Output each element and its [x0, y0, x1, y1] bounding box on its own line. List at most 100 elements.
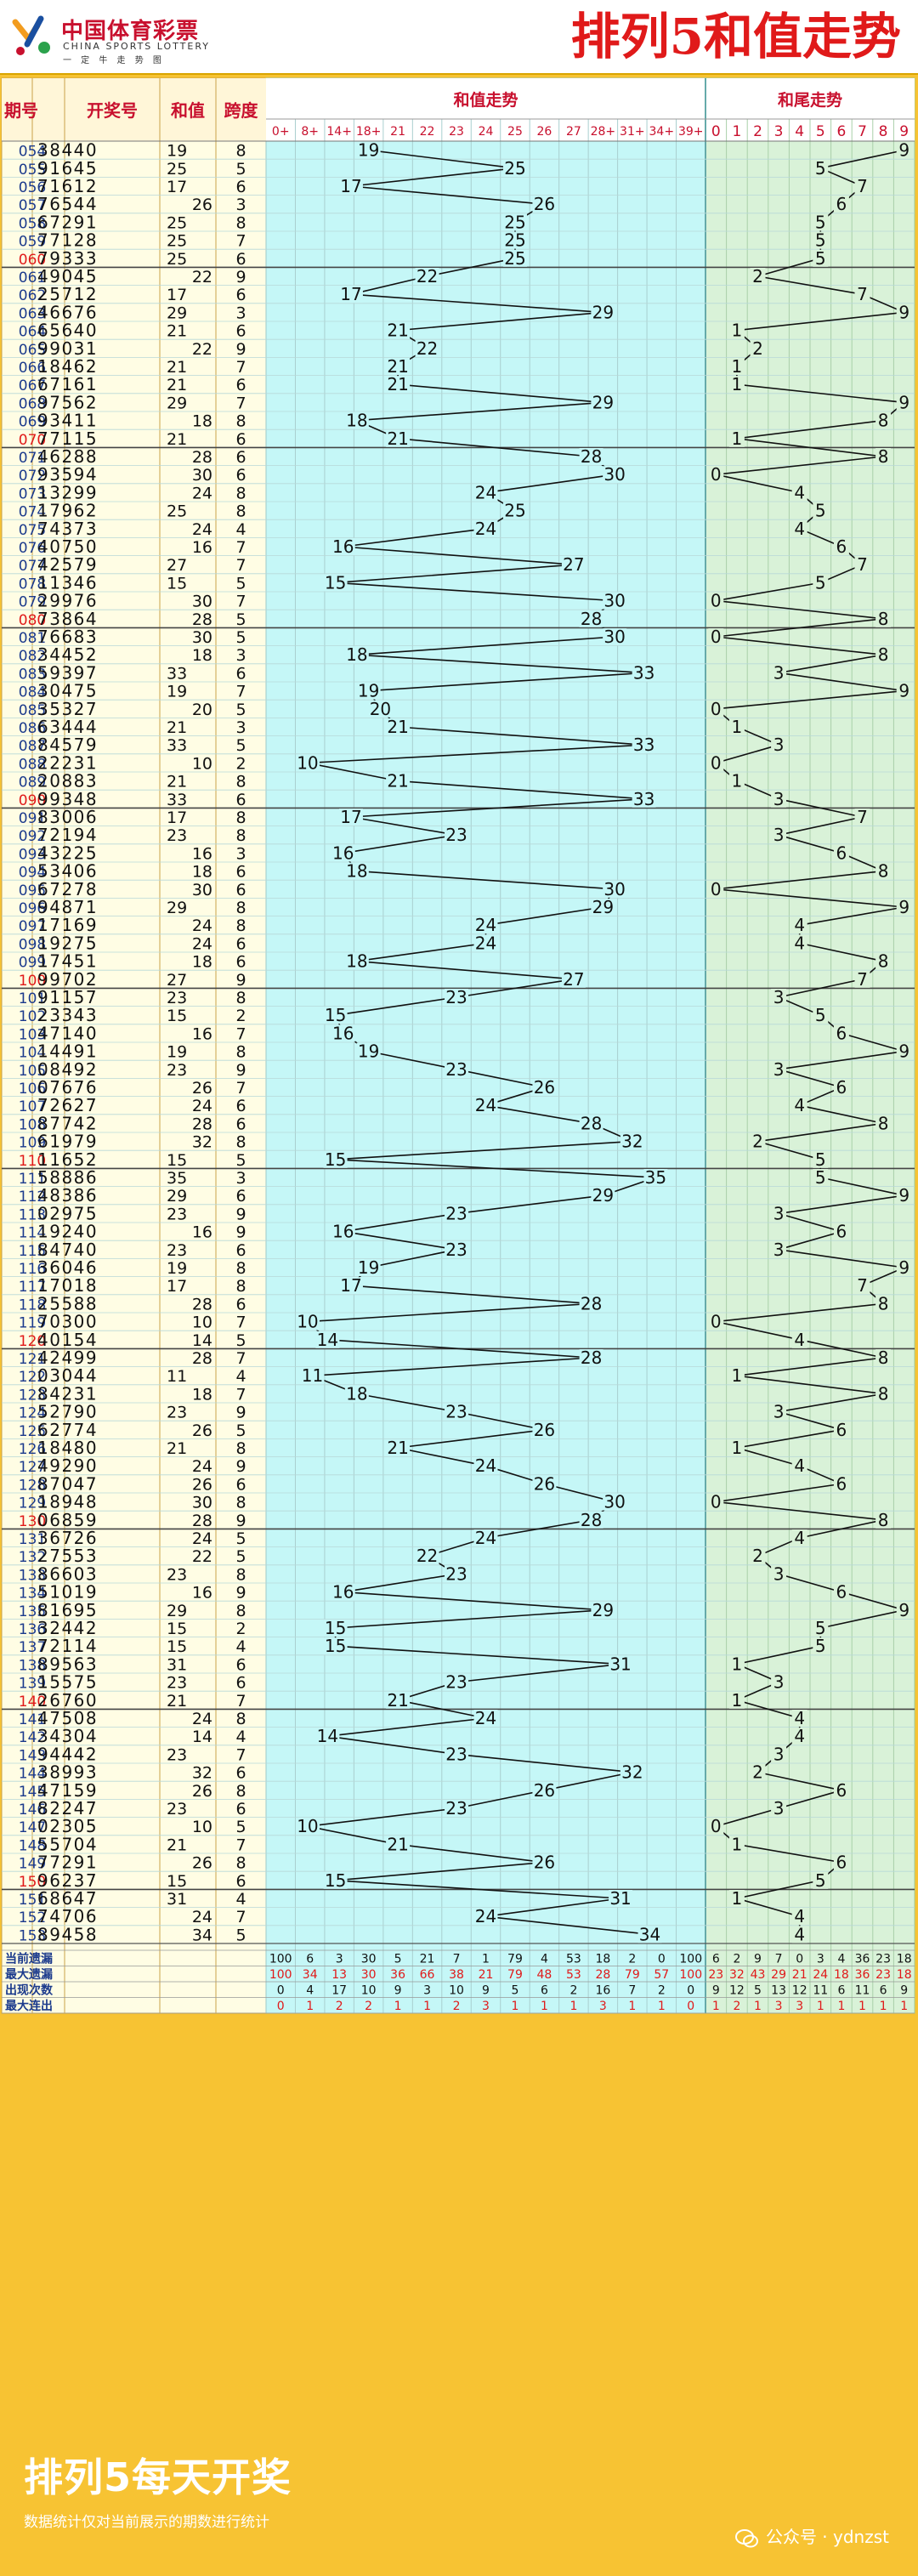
period-cell: 101	[19, 990, 46, 1007]
tail-stat-streak: 1	[712, 2000, 720, 2013]
tail-marker-bg	[854, 1277, 870, 1295]
tail-marker: 3	[774, 1798, 785, 1819]
span-cell: 6	[235, 178, 246, 196]
period-cell: 107	[19, 1098, 46, 1115]
number-cell: 63444	[37, 717, 98, 737]
sum-stat-current: 6	[306, 1953, 314, 1966]
tail-marker: 4	[794, 1095, 805, 1115]
tail-marker: 6	[836, 1023, 847, 1043]
sum-stat-max: 30	[361, 1968, 377, 1982]
sum-marker-bg	[315, 1728, 340, 1745]
sum-marker: 28	[581, 1293, 602, 1314]
tail-marker: 9	[898, 897, 910, 917]
period-cell: 134	[19, 1586, 46, 1603]
number-cell: 19240	[37, 1222, 98, 1242]
sum-marker-bg	[323, 1871, 348, 1889]
sum-marker-bg	[386, 1439, 411, 1456]
span-cell: 8	[235, 213, 246, 232]
sum-marker: 33	[633, 789, 654, 809]
sum-cell: 23	[167, 1241, 187, 1260]
number-cell: 96237	[37, 1870, 98, 1891]
tail-marker: 1	[732, 356, 743, 377]
tail-marker: 9	[898, 1600, 910, 1620]
number-cell: 02975	[37, 1203, 98, 1223]
tail-marker: 8	[878, 411, 889, 431]
tail-stat-max: 43	[751, 1968, 766, 1982]
span-cell: 6	[235, 430, 246, 449]
sum-marker: 24	[475, 933, 496, 953]
stat-label: 当前遗漏	[5, 1952, 53, 1966]
number-cell: 61979	[37, 1132, 98, 1152]
sum-bin-label: 23	[449, 125, 464, 139]
span-cell: 5	[235, 628, 246, 647]
sum-bin-label: 31+	[620, 125, 645, 139]
number-cell: 27553	[37, 1546, 98, 1566]
number-cell: 47140	[37, 1023, 98, 1043]
period-cell: 115	[19, 1243, 46, 1260]
tail-marker-bg	[771, 826, 787, 844]
span-cell: 5	[235, 1926, 246, 1944]
sum-marker-bg	[331, 1223, 355, 1240]
span-cell: 6	[235, 1115, 246, 1133]
tail-marker-bg	[771, 1403, 787, 1421]
span-cell: 3	[235, 646, 246, 665]
tail-marker: 5	[815, 1149, 826, 1170]
sum-marker-bg	[502, 213, 527, 231]
tail-marker-bg	[876, 646, 892, 664]
tail-bin-label: 3	[774, 123, 784, 140]
period-cell: 141	[19, 1711, 46, 1728]
tail-stat-current: 3	[817, 1953, 824, 1966]
sum-cell: 17	[167, 286, 187, 304]
tail-marker-bg	[771, 1205, 787, 1223]
sum-stat-count: 5	[512, 1984, 519, 1998]
sum-cell: 23	[167, 1565, 187, 1584]
span-cell: 7	[235, 1836, 246, 1854]
sum-marker: 21	[387, 356, 408, 377]
tail-marker-bg	[896, 1259, 912, 1276]
tail-marker-bg	[854, 178, 870, 195]
tail-marker-bg	[833, 1079, 849, 1096]
span-cell: 9	[235, 1205, 246, 1223]
sum-marker-bg	[295, 1818, 320, 1836]
tail-marker: 9	[898, 1185, 910, 1206]
sum-cell: 28	[192, 610, 212, 629]
sum-marker-bg	[603, 1493, 627, 1511]
tail-marker: 1	[732, 1888, 743, 1909]
footer-note: 数据统计仅对当前展示的期数进行统计	[24, 2514, 269, 2531]
tail-marker: 5	[815, 1005, 826, 1025]
sum-cell: 19	[167, 683, 187, 701]
tail-stat-current: 2	[733, 1953, 740, 1966]
sum-marker-bg	[638, 1926, 662, 1943]
sum-marker: 18	[346, 411, 367, 431]
number-cell: 14491	[37, 1041, 98, 1062]
sum-marker: 23	[445, 1563, 467, 1584]
span-cell: 7	[235, 1692, 246, 1711]
tail-marker: 3	[774, 1402, 785, 1422]
sum-marker: 24	[475, 1095, 496, 1115]
sum-marker-bg	[579, 1295, 604, 1313]
sum-cell: 21	[167, 1836, 187, 1854]
tail-marker-bg	[813, 1637, 829, 1655]
number-cell: 49045	[37, 266, 98, 287]
sum-bin-label: 0+	[272, 125, 290, 139]
sum-stat-streak: 2	[336, 2000, 343, 2013]
period-cell: 142	[19, 1729, 46, 1746]
tail-marker: 8	[878, 1348, 889, 1368]
tail-stat-current: 18	[897, 1953, 912, 1966]
sum-cell: 23	[167, 1404, 187, 1422]
sum-stat-streak: 1	[306, 2000, 314, 2013]
tail-marker-bg	[708, 700, 724, 718]
sum-bin-label: 25	[507, 125, 523, 139]
period-cell: 130	[19, 1513, 46, 1530]
span-cell: 8	[235, 484, 246, 502]
sum-marker: 18	[346, 951, 367, 972]
tail-marker: 3	[774, 1672, 785, 1693]
number-cell: 58886	[37, 1167, 98, 1188]
period-cell: 131	[19, 1531, 46, 1548]
sum-stat-max: 28	[595, 1968, 610, 1982]
tail-marker: 5	[815, 230, 826, 251]
sum-marker-bg	[591, 304, 615, 321]
tail-marker-bg	[896, 304, 912, 321]
tail-marker: 1	[732, 771, 743, 792]
